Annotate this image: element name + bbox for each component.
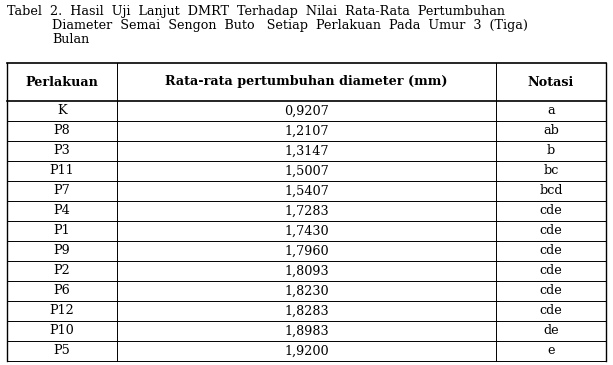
Text: 1,9200: 1,9200	[284, 345, 329, 357]
Text: 0,9207: 0,9207	[284, 104, 329, 118]
Text: Perlakuan: Perlakuan	[26, 76, 99, 88]
Text: bc: bc	[543, 165, 558, 177]
Text: 1,8983: 1,8983	[284, 324, 329, 338]
Text: P2: P2	[53, 265, 70, 277]
Text: 1,8283: 1,8283	[284, 304, 329, 318]
Text: K: K	[57, 104, 67, 118]
Text: a: a	[547, 104, 555, 118]
Text: P8: P8	[53, 124, 70, 138]
Text: de: de	[543, 324, 559, 338]
Text: ab: ab	[543, 124, 559, 138]
Text: cde: cde	[539, 265, 562, 277]
Text: Notasi: Notasi	[528, 76, 574, 88]
Text: Bulan: Bulan	[52, 33, 89, 46]
Text: P6: P6	[53, 284, 70, 297]
Text: cde: cde	[539, 245, 562, 257]
Text: e: e	[547, 345, 555, 357]
Text: Tabel  2.  Hasil  Uji  Lanjut  DMRT  Terhadap  Nilai  Rata-Rata  Pertumbuhan: Tabel 2. Hasil Uji Lanjut DMRT Terhadap …	[7, 5, 505, 18]
Text: b: b	[547, 145, 555, 158]
Text: 1,8093: 1,8093	[284, 265, 329, 277]
Text: cde: cde	[539, 224, 562, 238]
Text: P9: P9	[53, 245, 70, 257]
Text: P1: P1	[54, 224, 70, 238]
Text: bcd: bcd	[539, 184, 563, 197]
Text: P5: P5	[53, 345, 70, 357]
Text: 1,7283: 1,7283	[284, 204, 329, 218]
Text: P12: P12	[50, 304, 74, 318]
Text: cde: cde	[539, 204, 562, 218]
Text: P7: P7	[53, 184, 70, 197]
Text: Rata-rata pertumbuhan diameter (mm): Rata-rata pertumbuhan diameter (mm)	[166, 76, 447, 88]
Text: 1,8230: 1,8230	[284, 284, 329, 297]
Text: P11: P11	[50, 165, 74, 177]
Text: P4: P4	[53, 204, 70, 218]
Text: 1,7430: 1,7430	[284, 224, 329, 238]
Text: cde: cde	[539, 284, 562, 297]
Text: P3: P3	[53, 145, 70, 158]
Text: P10: P10	[50, 324, 74, 338]
Text: 1,5407: 1,5407	[284, 184, 329, 197]
Text: 1,3147: 1,3147	[284, 145, 329, 158]
Text: 1,2107: 1,2107	[284, 124, 329, 138]
Text: 1,7960: 1,7960	[284, 245, 329, 257]
Text: Diameter  Semai  Sengon  Buto   Setiap  Perlakuan  Pada  Umur  3  (Tiga): Diameter Semai Sengon Buto Setiap Perlak…	[52, 19, 528, 32]
Text: 1,5007: 1,5007	[284, 165, 329, 177]
Text: cde: cde	[539, 304, 562, 318]
